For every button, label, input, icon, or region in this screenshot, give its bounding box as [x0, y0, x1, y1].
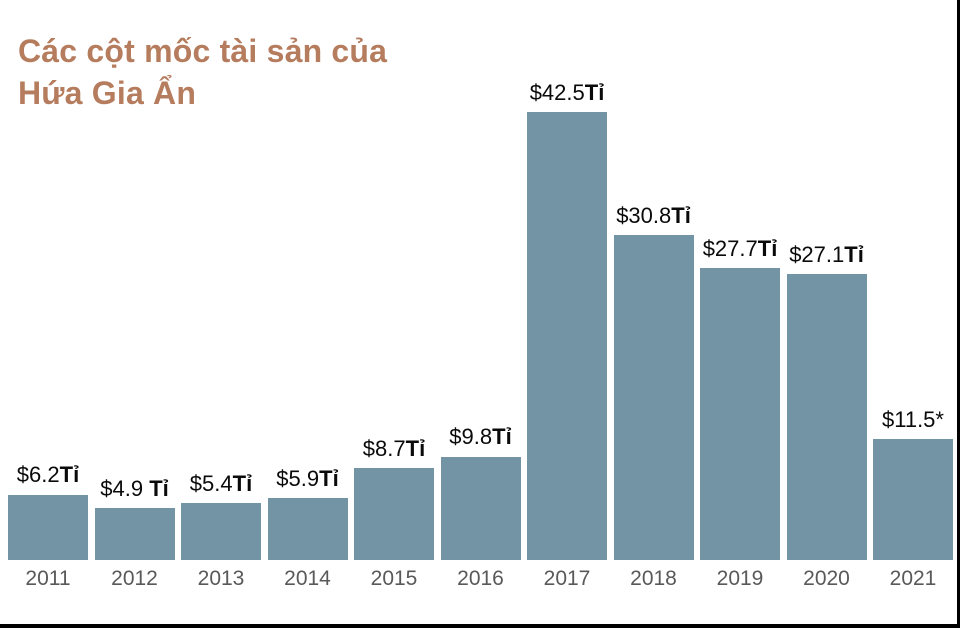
bar-2021 [873, 438, 953, 560]
bar-value-unit: Tỉ [319, 465, 339, 491]
x-tick-2014: 2014 [284, 567, 331, 590]
bar-value-unit: Tỉ [671, 203, 691, 229]
bar-value-number: $8.7 [362, 436, 406, 462]
bar-value-label-2017: $42.5Tỉ [529, 79, 605, 105]
bar-value-unit: Tỉ [584, 79, 605, 105]
bar-2019 [700, 267, 780, 560]
bar-value-label-2019: $27.7Tỉ [702, 235, 778, 261]
bar-column-2014: $5.9Tỉ [267, 465, 348, 560]
bar-column-2012: $4.9 Tỉ [94, 477, 175, 560]
x-tick-2018: 2018 [630, 567, 677, 590]
x-tick-2013: 2013 [197, 567, 245, 590]
bar-value-number: $5.4 [189, 470, 233, 496]
bar-value-number: $5.9 [276, 465, 320, 491]
bar-value-number: $27.7 [702, 235, 758, 261]
x-tick-2020: 2020 [803, 567, 850, 590]
bar-value-number: $9.8 [449, 424, 493, 450]
bar-2017 [527, 111, 607, 560]
bar-value-label-2021: $11.5* [882, 406, 944, 432]
bar-value-unit: Tỉ [149, 476, 169, 502]
bar-value-number: $6.2 [16, 462, 60, 488]
bar-2016 [440, 456, 521, 560]
bar-value-unit: Tỉ [757, 235, 778, 261]
x-tick-2017: 2017 [543, 567, 591, 590]
chart-title: Các cột mốc tài sản của Hứa Gia Ẩn [18, 30, 387, 114]
chart-title-line2: Hứa Gia Ẩn [18, 75, 197, 112]
x-tick-2012: 2012 [111, 567, 158, 590]
bar-value-label-2018: $30.8Tỉ [616, 203, 691, 229]
plot-area: $6.2Tỉ $4.9 Tỉ $5.4Tỉ $5.9Tỉ $8.7Tỉ $9.8Tỉ $42… [8, 0, 953, 560]
x-tick-2011: 2011 [25, 567, 71, 590]
bar-value-label-2013: $5.4Tỉ [189, 470, 253, 496]
bar-value-label-2015: $8.7Tỉ [362, 436, 426, 462]
bar-value-label-2016: $9.8Tỉ [449, 425, 511, 449]
bar-value-number: $4.9 [100, 476, 150, 502]
bar-value-number: $27.1 [789, 242, 845, 268]
bar-value-number: $30.8 [616, 203, 672, 229]
bar-value-number: $11.5* [882, 406, 944, 432]
bar-value-unit: Tỉ [492, 424, 512, 450]
bar-2012 [94, 508, 175, 560]
x-tick-2021: 2021 [889, 567, 937, 590]
bar-2014 [267, 497, 348, 560]
bar-value-label-2020: $27.1Tỉ [789, 242, 864, 268]
bar-value-unit: Tỉ [232, 470, 253, 496]
bar-value-label-2011: $6.2Tỉ [17, 463, 79, 487]
bar-value-unit: Tỉ [405, 436, 426, 462]
bar-value-unit: Tỉ [59, 462, 80, 488]
x-tick-2019: 2019 [716, 567, 764, 590]
bar-column-2016: $9.8Tỉ [440, 425, 521, 560]
bar-2020 [786, 274, 867, 560]
bar-column-2017: $42.5Tỉ [527, 79, 607, 560]
x-tick-2016: 2016 [457, 567, 504, 590]
bar-value-label-2012: $4.9 Tỉ [100, 477, 169, 501]
bar-column-2021: $11.5* [873, 406, 953, 560]
bar-value-unit: Tỉ [844, 242, 864, 268]
bar-column-2013: $5.4Tỉ [181, 470, 261, 560]
bar-value-number: $42.5 [529, 79, 585, 105]
bar-2018 [613, 235, 694, 560]
x-tick-2015: 2015 [370, 567, 418, 590]
bar-column-2020: $27.1Tỉ [786, 242, 867, 560]
bar-column-2015: $8.7Tỉ [354, 436, 434, 560]
x-axis: 2011 2012 2013 2014 2015 2016 2017 2018 2019 2020… [8, 567, 953, 591]
bar-column-2011: $6.2Tỉ [8, 463, 88, 560]
bar-2013 [181, 503, 261, 560]
bar-column-2019: $27.7Tỉ [700, 235, 780, 560]
bar-2015 [354, 468, 434, 560]
chart-title-line1: Các cột mốc tài sản của [18, 33, 388, 69]
bar-2011 [8, 494, 88, 560]
bar-value-label-2014: $5.9Tỉ [276, 465, 339, 491]
bar-column-2018: $30.8Tỉ [613, 203, 694, 560]
